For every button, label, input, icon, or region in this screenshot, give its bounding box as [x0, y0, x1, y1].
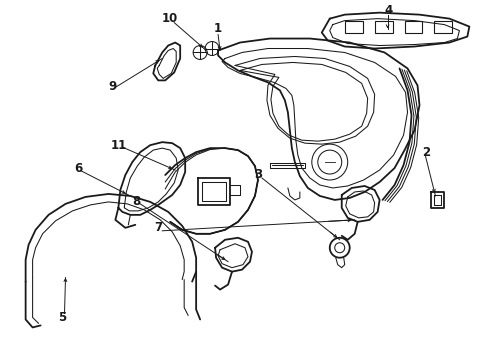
Bar: [375, 21, 392, 32]
Bar: [405, 21, 422, 32]
Text: 4: 4: [385, 4, 392, 17]
Text: 10: 10: [162, 12, 178, 25]
Text: 1: 1: [214, 22, 222, 35]
Text: 11: 11: [110, 139, 126, 152]
Text: 7: 7: [154, 221, 162, 234]
Text: 9: 9: [108, 80, 117, 93]
Text: 5: 5: [58, 311, 67, 324]
Text: 2: 2: [422, 145, 431, 159]
Bar: [435, 21, 452, 32]
Text: 8: 8: [132, 195, 141, 208]
Text: 3: 3: [254, 167, 262, 180]
Bar: [345, 21, 363, 32]
Text: 6: 6: [74, 162, 83, 175]
